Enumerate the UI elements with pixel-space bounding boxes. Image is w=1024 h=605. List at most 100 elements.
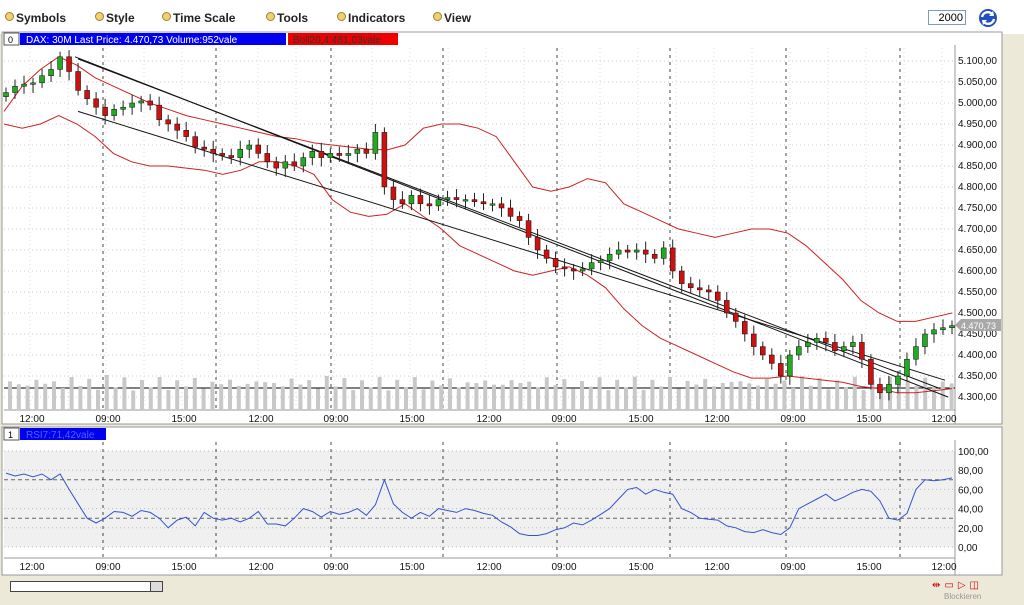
candle-body (219, 153, 225, 156)
volume-bar (808, 385, 813, 410)
candle-body (922, 333, 928, 347)
volume-bar (113, 387, 118, 410)
candle-body (183, 130, 189, 137)
candle-body (3, 92, 9, 97)
rsi-x-tick-label: 12:00 (704, 562, 729, 573)
chart-nav-icons: ⇹ ▭ ▷ ◫ (932, 580, 983, 591)
volume-bar (342, 377, 347, 410)
volume-bar (571, 389, 576, 410)
price-x-tick-label: 12:00 (19, 414, 44, 425)
volume-bar (932, 387, 936, 410)
candle-body (12, 85, 18, 93)
candle-body (507, 207, 514, 217)
volume-bar (192, 377, 197, 410)
candle-body (931, 329, 937, 335)
price-y-tick-label: 4.700,00 (958, 224, 997, 235)
candle-body (778, 363, 784, 377)
menu-tools[interactable]: Tools (266, 11, 308, 25)
horizontal-scrollbar[interactable] (10, 581, 163, 592)
volume-bar (773, 383, 778, 410)
zoom-in-icon[interactable]: ▷ (957, 580, 966, 591)
candle-body (796, 346, 802, 356)
price-x-tick-label: 09:00 (551, 414, 576, 425)
volume-bar (280, 386, 285, 410)
rsi-x-tick-label: 15:00 (628, 562, 653, 573)
reset-icon[interactable]: ◫ (969, 580, 979, 591)
candle-body (543, 249, 550, 259)
price-panel-index[interactable] (3, 32, 20, 46)
price-x-tick-label: 09:00 (780, 414, 805, 425)
menu-dot-icon (162, 12, 171, 21)
volume-bar (228, 379, 232, 410)
price-x-tick-label: 09:00 (95, 414, 120, 425)
volume-bar (34, 379, 39, 410)
volume-bar (676, 388, 681, 410)
bollinger-upper (3, 56, 953, 322)
volume-bar (712, 386, 716, 410)
menu-time-scale[interactable]: Time Scale (162, 11, 235, 25)
candle-body (913, 346, 919, 360)
candle-body (742, 321, 748, 335)
volume-bar (949, 383, 954, 410)
candle-body (327, 153, 334, 158)
menu-view[interactable]: View (433, 11, 471, 25)
volume-bar (738, 381, 743, 410)
rsi-panel-index[interactable] (3, 427, 20, 441)
scrollbar-thumb[interactable] (150, 582, 162, 591)
price-x-tick-label: 15:00 (399, 414, 424, 425)
legend-boll-bg (288, 33, 398, 45)
volume-bar (430, 380, 435, 410)
candle-body (210, 148, 216, 154)
candle-body (48, 69, 54, 76)
volume-bar (307, 380, 312, 410)
volume-bar (395, 379, 400, 410)
volume-bar (122, 377, 127, 410)
candle-body (354, 148, 361, 154)
menu-style[interactable]: Style (95, 11, 135, 25)
volume-bar (25, 385, 30, 410)
volume-bar (870, 379, 875, 410)
volume-bar (615, 379, 620, 410)
volume-bar (148, 387, 153, 410)
candle-body (597, 260, 604, 263)
candle-body (156, 104, 162, 121)
candle-body (147, 100, 153, 106)
candle-body (174, 123, 180, 131)
zoom-fit-icon[interactable]: ⇹ (932, 580, 941, 591)
candle-body (399, 199, 406, 205)
candle-body (769, 354, 775, 364)
volume-bar (333, 386, 338, 410)
volume-bar (377, 376, 382, 410)
volume-bar (166, 390, 171, 410)
volume-bar (905, 379, 910, 410)
candle-body (651, 253, 658, 259)
candle-body (751, 333, 757, 347)
candle-body (642, 249, 649, 255)
bars-count-input[interactable] (928, 10, 966, 25)
volume-bar (104, 374, 109, 410)
volume-bar (544, 377, 549, 410)
menu-dot-icon (337, 12, 346, 21)
rsi-y-tick-label: 20,00 (958, 524, 983, 535)
candle-body (715, 291, 721, 301)
volume-bar (659, 386, 664, 410)
candle-body (165, 119, 171, 125)
volume-bar (641, 389, 646, 410)
volume-bar (703, 378, 708, 410)
price-y-tick-label: 4.450,00 (958, 329, 997, 340)
price-y-tick-label: 4.950,00 (958, 119, 997, 130)
menu-indicators[interactable]: Indicators (337, 11, 405, 25)
volume-bar (483, 380, 488, 410)
zoom-out-icon[interactable]: ▭ (944, 580, 954, 591)
rsi-x-tick-label: 15:00 (856, 562, 881, 573)
rsi-y-tick-label: 60,00 (958, 485, 983, 496)
candle-body (273, 161, 280, 169)
menu-symbols[interactable]: Symbols (5, 11, 66, 25)
volume-bar (421, 389, 426, 410)
candle-body (949, 325, 955, 328)
candle-body (129, 102, 135, 108)
price-y-tick-label: 4.550,00 (958, 287, 997, 298)
refresh-icon[interactable] (976, 7, 1000, 29)
candle-body (201, 146, 207, 150)
volume-bar (78, 385, 83, 410)
